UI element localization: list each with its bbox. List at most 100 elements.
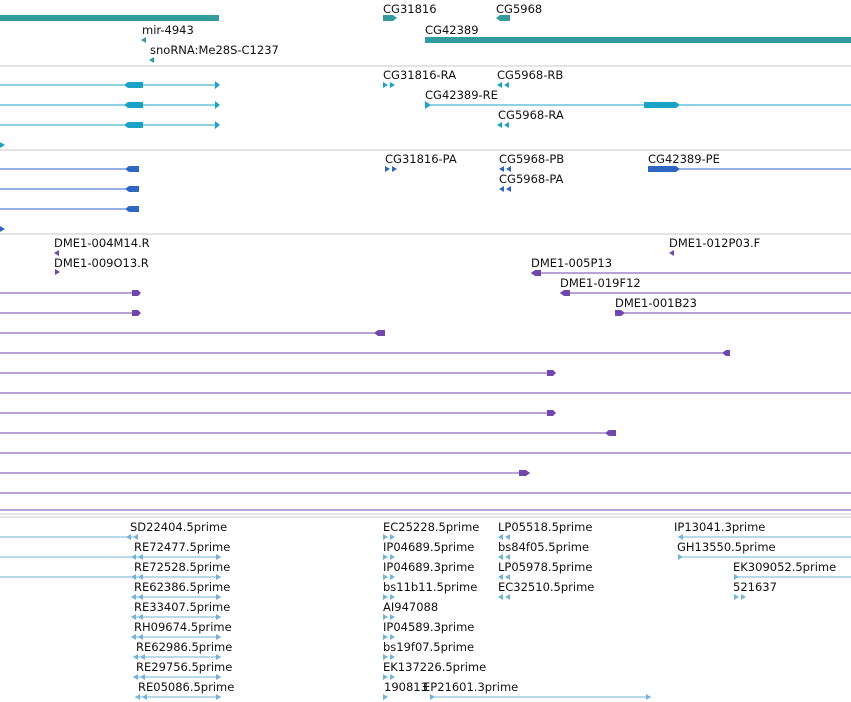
clone-row-5[interactable] [0, 370, 556, 376]
est-bs11b11-glyph[interactable] [383, 594, 395, 600]
est-ip04689-3-glyph[interactable] [383, 574, 395, 580]
gene-mir-4943-glyph[interactable] [141, 37, 146, 43]
est-label[interactable]: RE29756.5prime [136, 660, 233, 674]
transcript-row-4-stub[interactable] [0, 142, 5, 148]
est-ai947088-glyph[interactable] [383, 614, 395, 620]
est-ip04689-5-glyph[interactable] [383, 554, 395, 560]
est-ip04589-glyph[interactable] [383, 634, 395, 640]
protein-cg5968-pb-glyph[interactable] [499, 166, 511, 172]
transcript-cg42389-re[interactable] [425, 101, 851, 109]
est-row-9[interactable] [135, 694, 221, 700]
est-bs84f05-glyph[interactable] [498, 554, 510, 560]
transcript-label[interactable]: CG42389-RE [425, 88, 498, 102]
gene-label[interactable]: CG31816 [383, 2, 437, 16]
est-label[interactable]: RE05086.5prime [138, 680, 235, 694]
est-row-8[interactable] [133, 674, 221, 680]
clone-dme1-019f12[interactable] [560, 290, 851, 296]
est-label[interactable]: RH09674.5prime [134, 620, 232, 634]
est-label[interactable]: RE72477.5prime [134, 540, 231, 554]
clone-label[interactable]: DME1-009O13.R [54, 256, 149, 270]
clone-dme1-005p13[interactable] [531, 270, 851, 276]
protein-row-4-stub[interactable] [0, 226, 5, 232]
est-label[interactable]: EK309052.5prime [733, 560, 837, 574]
transcript-row-2[interactable] [0, 101, 220, 109]
est-lp05518-glyph[interactable] [498, 534, 510, 540]
est-label[interactable]: LP05518.5prime [498, 520, 593, 534]
est-ek309052[interactable] [734, 574, 851, 580]
gene-cg42389-bar[interactable] [425, 37, 851, 43]
transcript-cg5968-rb-glyph[interactable] [497, 82, 509, 88]
est-label[interactable]: SD22404.5prime [130, 520, 228, 534]
protein-cg31816-pa-glyph[interactable] [385, 166, 397, 172]
protein-cg42389-pe[interactable] [648, 166, 851, 172]
est-label[interactable]: RE33407.5prime [134, 600, 231, 614]
est-ec32510-glyph[interactable] [498, 594, 510, 600]
gene-bar-left[interactable] [0, 15, 219, 21]
protein-label[interactable]: CG5968-PA [499, 172, 564, 186]
gene-label[interactable]: CG5968 [496, 2, 543, 16]
clone-row-2[interactable] [0, 310, 141, 316]
est-label[interactable]: LP05978.5prime [498, 560, 593, 574]
est-label[interactable]: 190813 [384, 680, 428, 694]
clone-label[interactable]: DME1-012P03.F [669, 236, 761, 250]
est-label[interactable]: EP21601.3prime [423, 680, 519, 694]
est-label[interactable]: IP13041.3prime [674, 520, 766, 534]
gene-label[interactable]: snoRNA:Me28S-C1237 [150, 43, 279, 57]
est-gh13550[interactable] [678, 554, 851, 560]
transcript-cg31816-ra-glyph[interactable] [383, 82, 395, 88]
est-lp05978-glyph[interactable] [498, 574, 510, 580]
protein-row-3[interactable] [0, 206, 139, 212]
est-ep21601[interactable] [430, 694, 651, 700]
clone-label[interactable]: DME1-004M14.R [54, 236, 150, 250]
transcript-cg5968-ra-glyph[interactable] [497, 122, 509, 128]
transcript-label[interactable]: CG5968-RB [497, 68, 564, 82]
gene-cg31816-glyph[interactable] [383, 15, 397, 21]
est-ec25228-glyph[interactable] [383, 534, 395, 540]
est-521637-glyph[interactable] [734, 594, 746, 600]
est-label[interactable]: AI947088 [383, 600, 439, 614]
est-bs19f07-glyph[interactable] [383, 654, 395, 660]
est-row-2[interactable] [0, 554, 221, 560]
est-label[interactable]: EC32510.5prime [498, 580, 595, 594]
protein-cg5968-pa-glyph[interactable] [499, 186, 511, 192]
est-label[interactable]: GH13550.5prime [677, 540, 776, 554]
est-ip13041[interactable] [678, 534, 851, 540]
clone-row-3[interactable] [0, 330, 385, 336]
clone-dme1-009o13-glyph[interactable] [55, 269, 60, 275]
est-label[interactable]: IP04589.3prime [383, 620, 475, 634]
est-ek137226-glyph[interactable] [383, 674, 395, 680]
est-row-5[interactable] [131, 614, 221, 620]
est-label[interactable]: IP04689.3prime [383, 560, 475, 574]
est-label[interactable]: RE62986.5prime [136, 640, 233, 654]
gene-snorna-glyph[interactable] [149, 57, 154, 63]
clone-label[interactable]: DME1-005P13 [531, 256, 613, 270]
est-label[interactable]: EK137226.5prime [383, 660, 487, 674]
est-label[interactable]: RE72528.5prime [134, 560, 231, 574]
est-label[interactable]: bs19f07.5prime [383, 640, 475, 654]
est-label[interactable]: EC25228.5prime [383, 520, 480, 534]
clone-label[interactable]: DME1-001B23 [615, 296, 697, 310]
clone-label[interactable]: DME1-019F12 [560, 276, 641, 290]
est-label[interactable]: IP04689.5prime [383, 540, 475, 554]
est-label[interactable]: bs84f05.5prime [498, 540, 590, 554]
clone-dme1-001b23[interactable] [615, 310, 851, 316]
est-label[interactable]: bs11b11.5prime [383, 580, 478, 594]
est-row-1[interactable] [0, 534, 138, 540]
protein-label[interactable]: CG5968-PB [499, 152, 565, 166]
clone-row-1[interactable] [0, 290, 141, 296]
transcript-label[interactable]: CG31816-RA [383, 68, 457, 82]
est-row-4[interactable] [131, 594, 221, 600]
transcript-label[interactable]: CG5968-RA [498, 108, 564, 122]
transcript-row-3[interactable] [0, 121, 220, 129]
clone-row-10[interactable] [0, 470, 530, 476]
clone-row-8[interactable] [0, 430, 616, 436]
protein-label[interactable]: CG31816-PA [385, 152, 457, 166]
gene-cg5968-glyph[interactable] [496, 15, 510, 21]
clone-row-4[interactable] [0, 350, 730, 356]
clone-row-7[interactable] [0, 410, 556, 416]
transcript-row-1[interactable] [0, 81, 220, 89]
clone-dme1-004m14-glyph[interactable] [54, 250, 59, 256]
est-label[interactable]: 521637 [733, 580, 777, 594]
est-row-6[interactable] [131, 634, 221, 640]
est-190813-glyph[interactable] [383, 694, 388, 700]
